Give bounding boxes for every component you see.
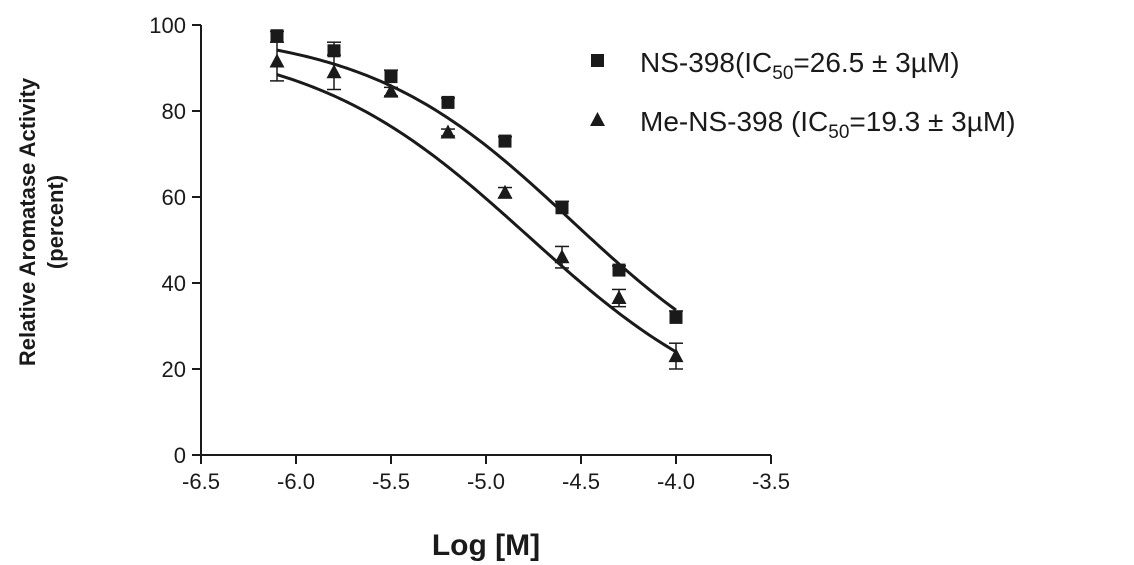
- y-tick-label: 60: [162, 185, 186, 210]
- legend-label-me-ns398-suffix: =19.3 ± 3µM): [849, 106, 1015, 137]
- data-point-triangle: [269, 53, 285, 68]
- data-point-triangle: [611, 290, 627, 305]
- y-tick-label: 20: [162, 357, 186, 382]
- x-tick-label: -3.5: [752, 469, 790, 494]
- legend-label-ns398-sub: 50: [772, 63, 793, 84]
- data-point-triangle: [326, 64, 342, 79]
- fit-curve-series-1: [276, 73, 677, 354]
- data-point-square: [669, 310, 683, 324]
- legend-label-ns398-suffix: =26.5 ± 3µM): [793, 47, 959, 78]
- legend: NS-398(IC50=26.5 ± 3µM) Me-NS-398 (IC50=…: [590, 47, 1016, 143]
- legend-label-ns398: NS-398(IC50=26.5 ± 3µM): [640, 47, 960, 84]
- y-axis-title-line1: Relative Aromatase Activity: [15, 77, 40, 366]
- y-tick-label: 100: [149, 13, 186, 38]
- y-axis-title-line2: (percent): [43, 175, 68, 269]
- x-tick-label: -5.5: [372, 469, 410, 494]
- x-tick-label: -6.0: [277, 469, 315, 494]
- data-point-square: [384, 70, 398, 84]
- data-point-triangle: [440, 124, 456, 139]
- data-point-triangle: [668, 348, 684, 363]
- legend-marker-triangle: [590, 112, 605, 126]
- y-tick-label: 0: [174, 443, 186, 468]
- axes: -6.5 -6.0 -5.5 -5.0 -4.5 -4.0 -3.5 0 20 40 60 80 100: [149, 13, 790, 494]
- data-point-square: [441, 95, 455, 109]
- legend-label-me-ns398-prefix: Me-NS-398 (IC: [640, 106, 828, 137]
- x-tick-label: -4.0: [657, 469, 695, 494]
- data-point-square: [498, 134, 512, 148]
- legend-item-ns398: NS-398(IC50=26.5 ± 3µM): [591, 47, 960, 84]
- legend-label-me-ns398-sub: 50: [828, 122, 849, 143]
- fit-curve-series-0: [276, 48, 677, 312]
- x-tick-label: -5.0: [467, 469, 505, 494]
- y-tick-label: 80: [162, 99, 186, 124]
- legend-label-me-ns398: Me-NS-398 (IC50=19.3 ± 3µM): [640, 106, 1016, 143]
- data-point-square: [612, 263, 626, 277]
- data-marks: [269, 29, 684, 370]
- data-point-square: [555, 201, 569, 215]
- data-point-triangle: [497, 184, 513, 199]
- data-point-triangle: [383, 83, 399, 98]
- x-tick-label: -4.5: [562, 469, 600, 494]
- data-point-square: [327, 44, 341, 58]
- y-tick-label: 40: [162, 271, 186, 296]
- data-point-triangle: [554, 249, 570, 264]
- legend-label-ns398-prefix: NS-398(IC: [640, 47, 772, 78]
- x-tick-label: -6.5: [182, 469, 220, 494]
- legend-item-me-ns398: Me-NS-398 (IC50=19.3 ± 3µM): [590, 106, 1016, 143]
- legend-marker-square: [591, 54, 604, 67]
- fit-curves: [276, 48, 677, 354]
- data-point-square: [270, 29, 284, 43]
- x-axis-title: Log [M]: [432, 529, 540, 562]
